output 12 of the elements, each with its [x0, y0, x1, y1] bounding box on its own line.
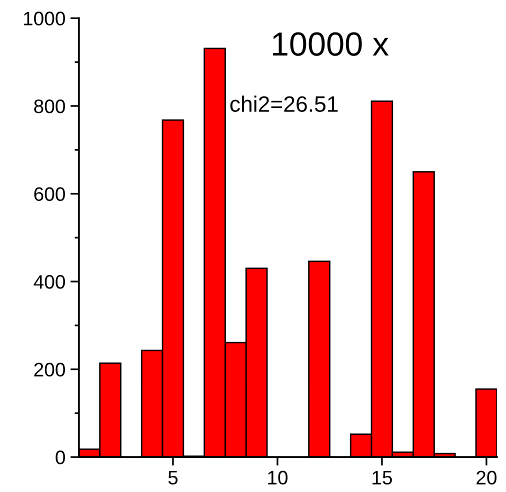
- y-tick-label: 400: [34, 274, 65, 289]
- y-tick-label: 800: [34, 99, 65, 114]
- annotation: chi2=26.51: [230, 96, 338, 112]
- x-tick-label: 10: [268, 470, 288, 485]
- x-tick-label: 20: [476, 470, 496, 485]
- y-tick-label: 1000: [24, 12, 65, 26]
- x-tick-label: 15: [372, 470, 392, 485]
- x-tick-label: 5: [168, 470, 178, 485]
- y-tick-label: 600: [34, 187, 65, 201]
- y-tick-label: 200: [34, 362, 65, 377]
- chart-title: 10000 x: [272, 32, 389, 56]
- y-tick-label: 0: [56, 450, 65, 464]
